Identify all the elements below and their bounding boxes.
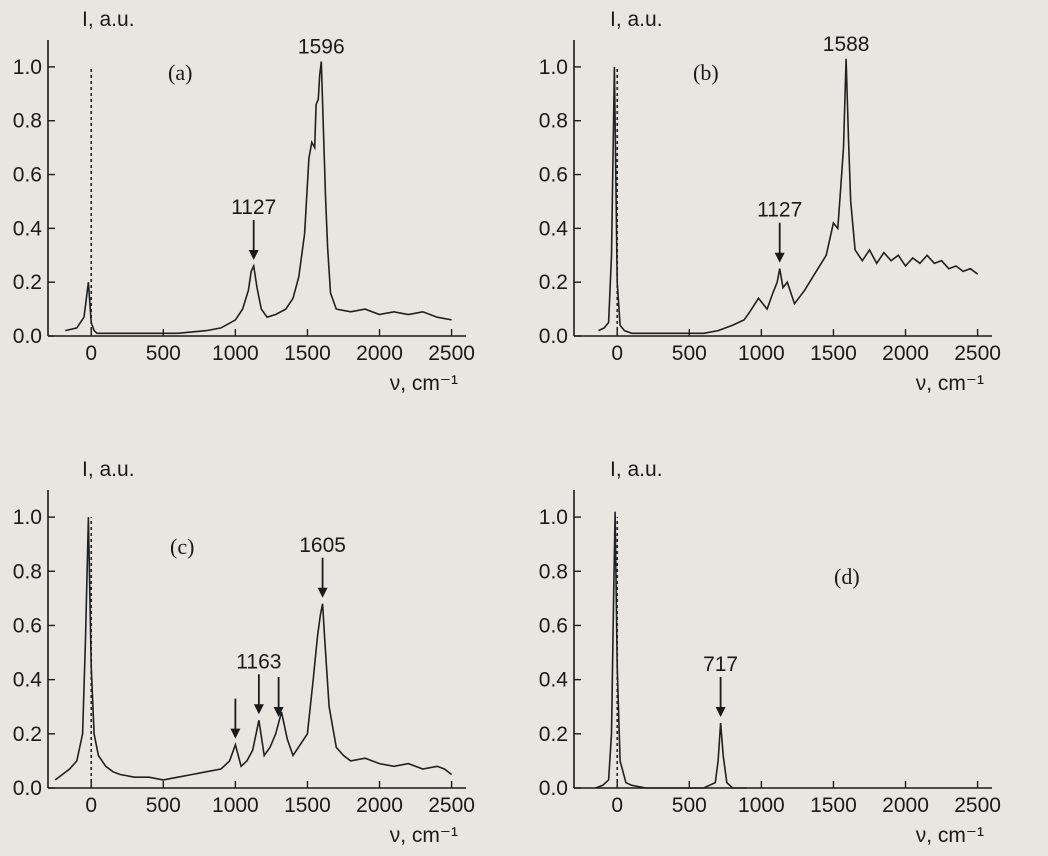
x-tick-label: 2000 bbox=[882, 794, 929, 817]
y-tick-label: 0.8 bbox=[13, 560, 42, 583]
x-tick-label: 1500 bbox=[284, 794, 331, 817]
y-tick-label: 0.4 bbox=[13, 217, 43, 240]
peak-label: 1127 bbox=[231, 196, 276, 219]
y-tick-label: 0.4 bbox=[539, 669, 569, 692]
panel-label: (c) bbox=[170, 534, 194, 559]
y-tick-label: 0.0 bbox=[13, 325, 42, 348]
panel-label: (d) bbox=[834, 564, 860, 589]
x-tick-label: 0 bbox=[85, 342, 97, 365]
y-axis-label: I, a.u. bbox=[82, 458, 135, 481]
spectrum-line bbox=[595, 511, 747, 789]
x-tick-label: 500 bbox=[146, 794, 181, 817]
panel-label: (a) bbox=[168, 60, 192, 85]
spectrum-line bbox=[65, 61, 452, 335]
y-tick-label: 1.0 bbox=[539, 506, 568, 529]
y-tick-label: 0.0 bbox=[13, 777, 42, 800]
spectrum-line bbox=[54, 517, 453, 781]
x-tick-label: 500 bbox=[672, 794, 707, 817]
x-axis-label: ν, cm⁻¹ bbox=[390, 372, 458, 395]
y-tick-label: 0.4 bbox=[13, 669, 43, 692]
y-tick-label: 0.2 bbox=[539, 723, 568, 746]
x-tick-label: 2500 bbox=[428, 342, 475, 365]
x-tick-label: 500 bbox=[672, 342, 707, 365]
x-tick-label: 1500 bbox=[810, 794, 857, 817]
y-tick-label: 0.6 bbox=[13, 614, 42, 637]
x-tick-label: 0 bbox=[611, 794, 623, 817]
peak-arrow-head bbox=[317, 587, 328, 598]
peak-label: 1596 bbox=[298, 36, 345, 59]
peak-arrow-head bbox=[774, 252, 785, 263]
x-tick-label: 0 bbox=[611, 342, 623, 365]
y-tick-label: 0.0 bbox=[539, 777, 568, 800]
panel-b: 0.0 0.2 0.4 0.6 0.8 1.0 0 500 1000 1500 2000 2500 I,… bbox=[539, 8, 1001, 395]
y-axis-label: I, a.u. bbox=[610, 8, 663, 31]
x-axis-label: ν, cm⁻¹ bbox=[916, 824, 984, 847]
x-tick-label: 1000 bbox=[212, 794, 259, 817]
y-axis-label: I, a.u. bbox=[610, 458, 663, 481]
panel-c: 0.0 0.2 0.4 0.6 0.8 1.0 0 500 1000 1500 2000 2500 I,… bbox=[13, 458, 475, 847]
y-tick-label: 0.6 bbox=[539, 614, 568, 637]
peak-arrow-head bbox=[273, 706, 284, 717]
peak-label: 717 bbox=[703, 653, 738, 676]
y-tick-label: 0.8 bbox=[539, 560, 568, 583]
peak-arrow-head bbox=[715, 706, 726, 717]
peak-arrow-head bbox=[253, 704, 264, 715]
peak-label: 1127 bbox=[757, 199, 802, 222]
spectrum-line bbox=[598, 58, 979, 335]
x-tick-label: 1000 bbox=[212, 342, 259, 365]
y-tick-label: 0.2 bbox=[539, 271, 568, 294]
x-tick-label: 1500 bbox=[284, 342, 331, 365]
x-tick-label: 2000 bbox=[356, 794, 403, 817]
x-tick-label: 2500 bbox=[954, 794, 1001, 817]
peak-arrow-head bbox=[248, 250, 259, 261]
y-tick-label: 0.2 bbox=[13, 723, 42, 746]
y-tick-label: 1.0 bbox=[13, 506, 42, 529]
x-tick-label: 1500 bbox=[810, 342, 857, 365]
x-tick-label: 2500 bbox=[954, 342, 1001, 365]
panel-d: 0.0 0.2 0.4 0.6 0.8 1.0 0 500 1000 1500 2000 2500 I,… bbox=[539, 458, 1001, 847]
panel-a: 0.0 0.2 0.4 0.6 0.8 1.0 0 500 1000 1500 2000 2500 I,… bbox=[13, 8, 475, 395]
y-tick-label: 1.0 bbox=[539, 56, 568, 79]
y-tick-label: 0.6 bbox=[539, 164, 568, 187]
peak-arrow-head bbox=[230, 728, 241, 739]
y-axis-label: I, a.u. bbox=[82, 8, 135, 31]
y-tick-label: 0.2 bbox=[13, 271, 42, 294]
x-tick-label: 1000 bbox=[738, 794, 785, 817]
y-tick-label: 0.0 bbox=[539, 325, 568, 348]
x-axis-label: ν, cm⁻¹ bbox=[916, 372, 984, 395]
peak-label: 1605 bbox=[299, 534, 346, 557]
y-tick-label: 0.8 bbox=[13, 110, 42, 133]
peak-label: 1588 bbox=[823, 33, 870, 56]
x-tick-label: 2000 bbox=[356, 342, 403, 365]
peak-label: 1163 bbox=[236, 650, 281, 673]
x-tick-label: 2000 bbox=[882, 342, 929, 365]
y-tick-label: 0.4 bbox=[539, 217, 569, 240]
x-tick-label: 2500 bbox=[428, 794, 475, 817]
panel-label: (b) bbox=[693, 60, 719, 85]
x-axis-label: ν, cm⁻¹ bbox=[390, 824, 458, 847]
x-tick-label: 500 bbox=[146, 342, 181, 365]
y-tick-label: 1.0 bbox=[13, 56, 42, 79]
y-tick-label: 0.6 bbox=[13, 164, 42, 187]
x-tick-label: 0 bbox=[85, 794, 97, 817]
y-tick-label: 0.8 bbox=[539, 110, 568, 133]
x-tick-label: 1000 bbox=[738, 342, 785, 365]
